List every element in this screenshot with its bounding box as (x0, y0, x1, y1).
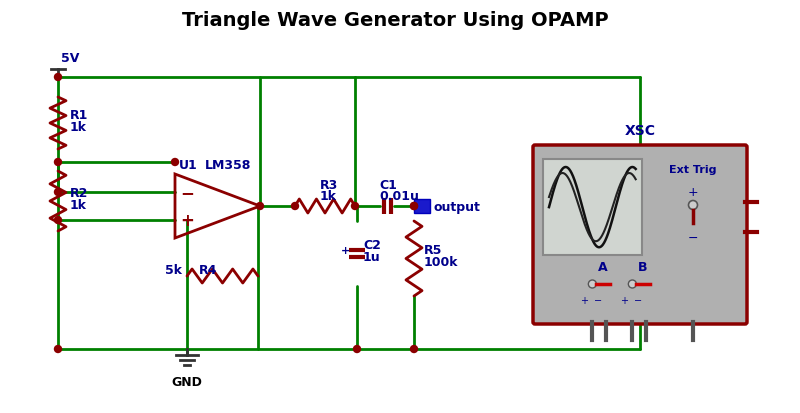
Text: Ext Trig: Ext Trig (670, 165, 717, 175)
Text: C2: C2 (363, 239, 381, 252)
Text: LM358: LM358 (205, 159, 251, 171)
Text: +: + (580, 295, 588, 305)
Text: B: B (638, 261, 647, 274)
Text: C1: C1 (379, 178, 397, 192)
Text: 100k: 100k (424, 256, 458, 269)
Text: 1u: 1u (363, 251, 381, 264)
Text: 1k: 1k (70, 199, 87, 211)
Circle shape (351, 203, 358, 210)
Text: −: − (594, 295, 602, 305)
Circle shape (588, 280, 596, 288)
Circle shape (410, 346, 418, 353)
Text: −: − (634, 295, 642, 305)
Circle shape (291, 203, 298, 210)
Text: +: + (688, 186, 698, 199)
Bar (414, 199, 430, 214)
Text: +: + (180, 211, 194, 230)
Circle shape (54, 217, 62, 224)
Text: R1: R1 (70, 109, 88, 122)
Circle shape (257, 203, 263, 210)
Text: R5: R5 (424, 244, 442, 257)
Circle shape (410, 203, 418, 210)
FancyBboxPatch shape (533, 146, 747, 324)
Circle shape (354, 346, 361, 353)
Text: A: A (598, 261, 607, 274)
Text: 5V: 5V (61, 52, 79, 65)
Text: R3: R3 (320, 178, 338, 192)
Circle shape (54, 189, 62, 196)
Circle shape (628, 280, 636, 288)
Bar (543, 159, 642, 256)
Circle shape (54, 346, 62, 353)
Text: +: + (620, 295, 628, 305)
Text: +: + (340, 245, 350, 255)
Text: GND: GND (171, 375, 202, 388)
Text: −: − (180, 183, 194, 202)
Circle shape (410, 203, 418, 210)
Text: 5k: 5k (165, 263, 182, 276)
Text: Triangle Wave Generator Using OPAMP: Triangle Wave Generator Using OPAMP (182, 10, 608, 29)
Text: 1k: 1k (320, 190, 337, 202)
Text: 1k: 1k (70, 121, 87, 134)
Text: XSC: XSC (625, 124, 655, 138)
Text: 0.01u: 0.01u (379, 190, 419, 202)
Text: −: − (688, 231, 698, 244)
Text: R4: R4 (199, 263, 218, 276)
Text: R2: R2 (70, 187, 88, 199)
Text: output: output (434, 201, 481, 214)
Circle shape (689, 201, 698, 210)
Text: U1: U1 (179, 159, 198, 171)
Circle shape (54, 74, 62, 81)
Circle shape (171, 159, 178, 166)
Circle shape (54, 159, 62, 166)
